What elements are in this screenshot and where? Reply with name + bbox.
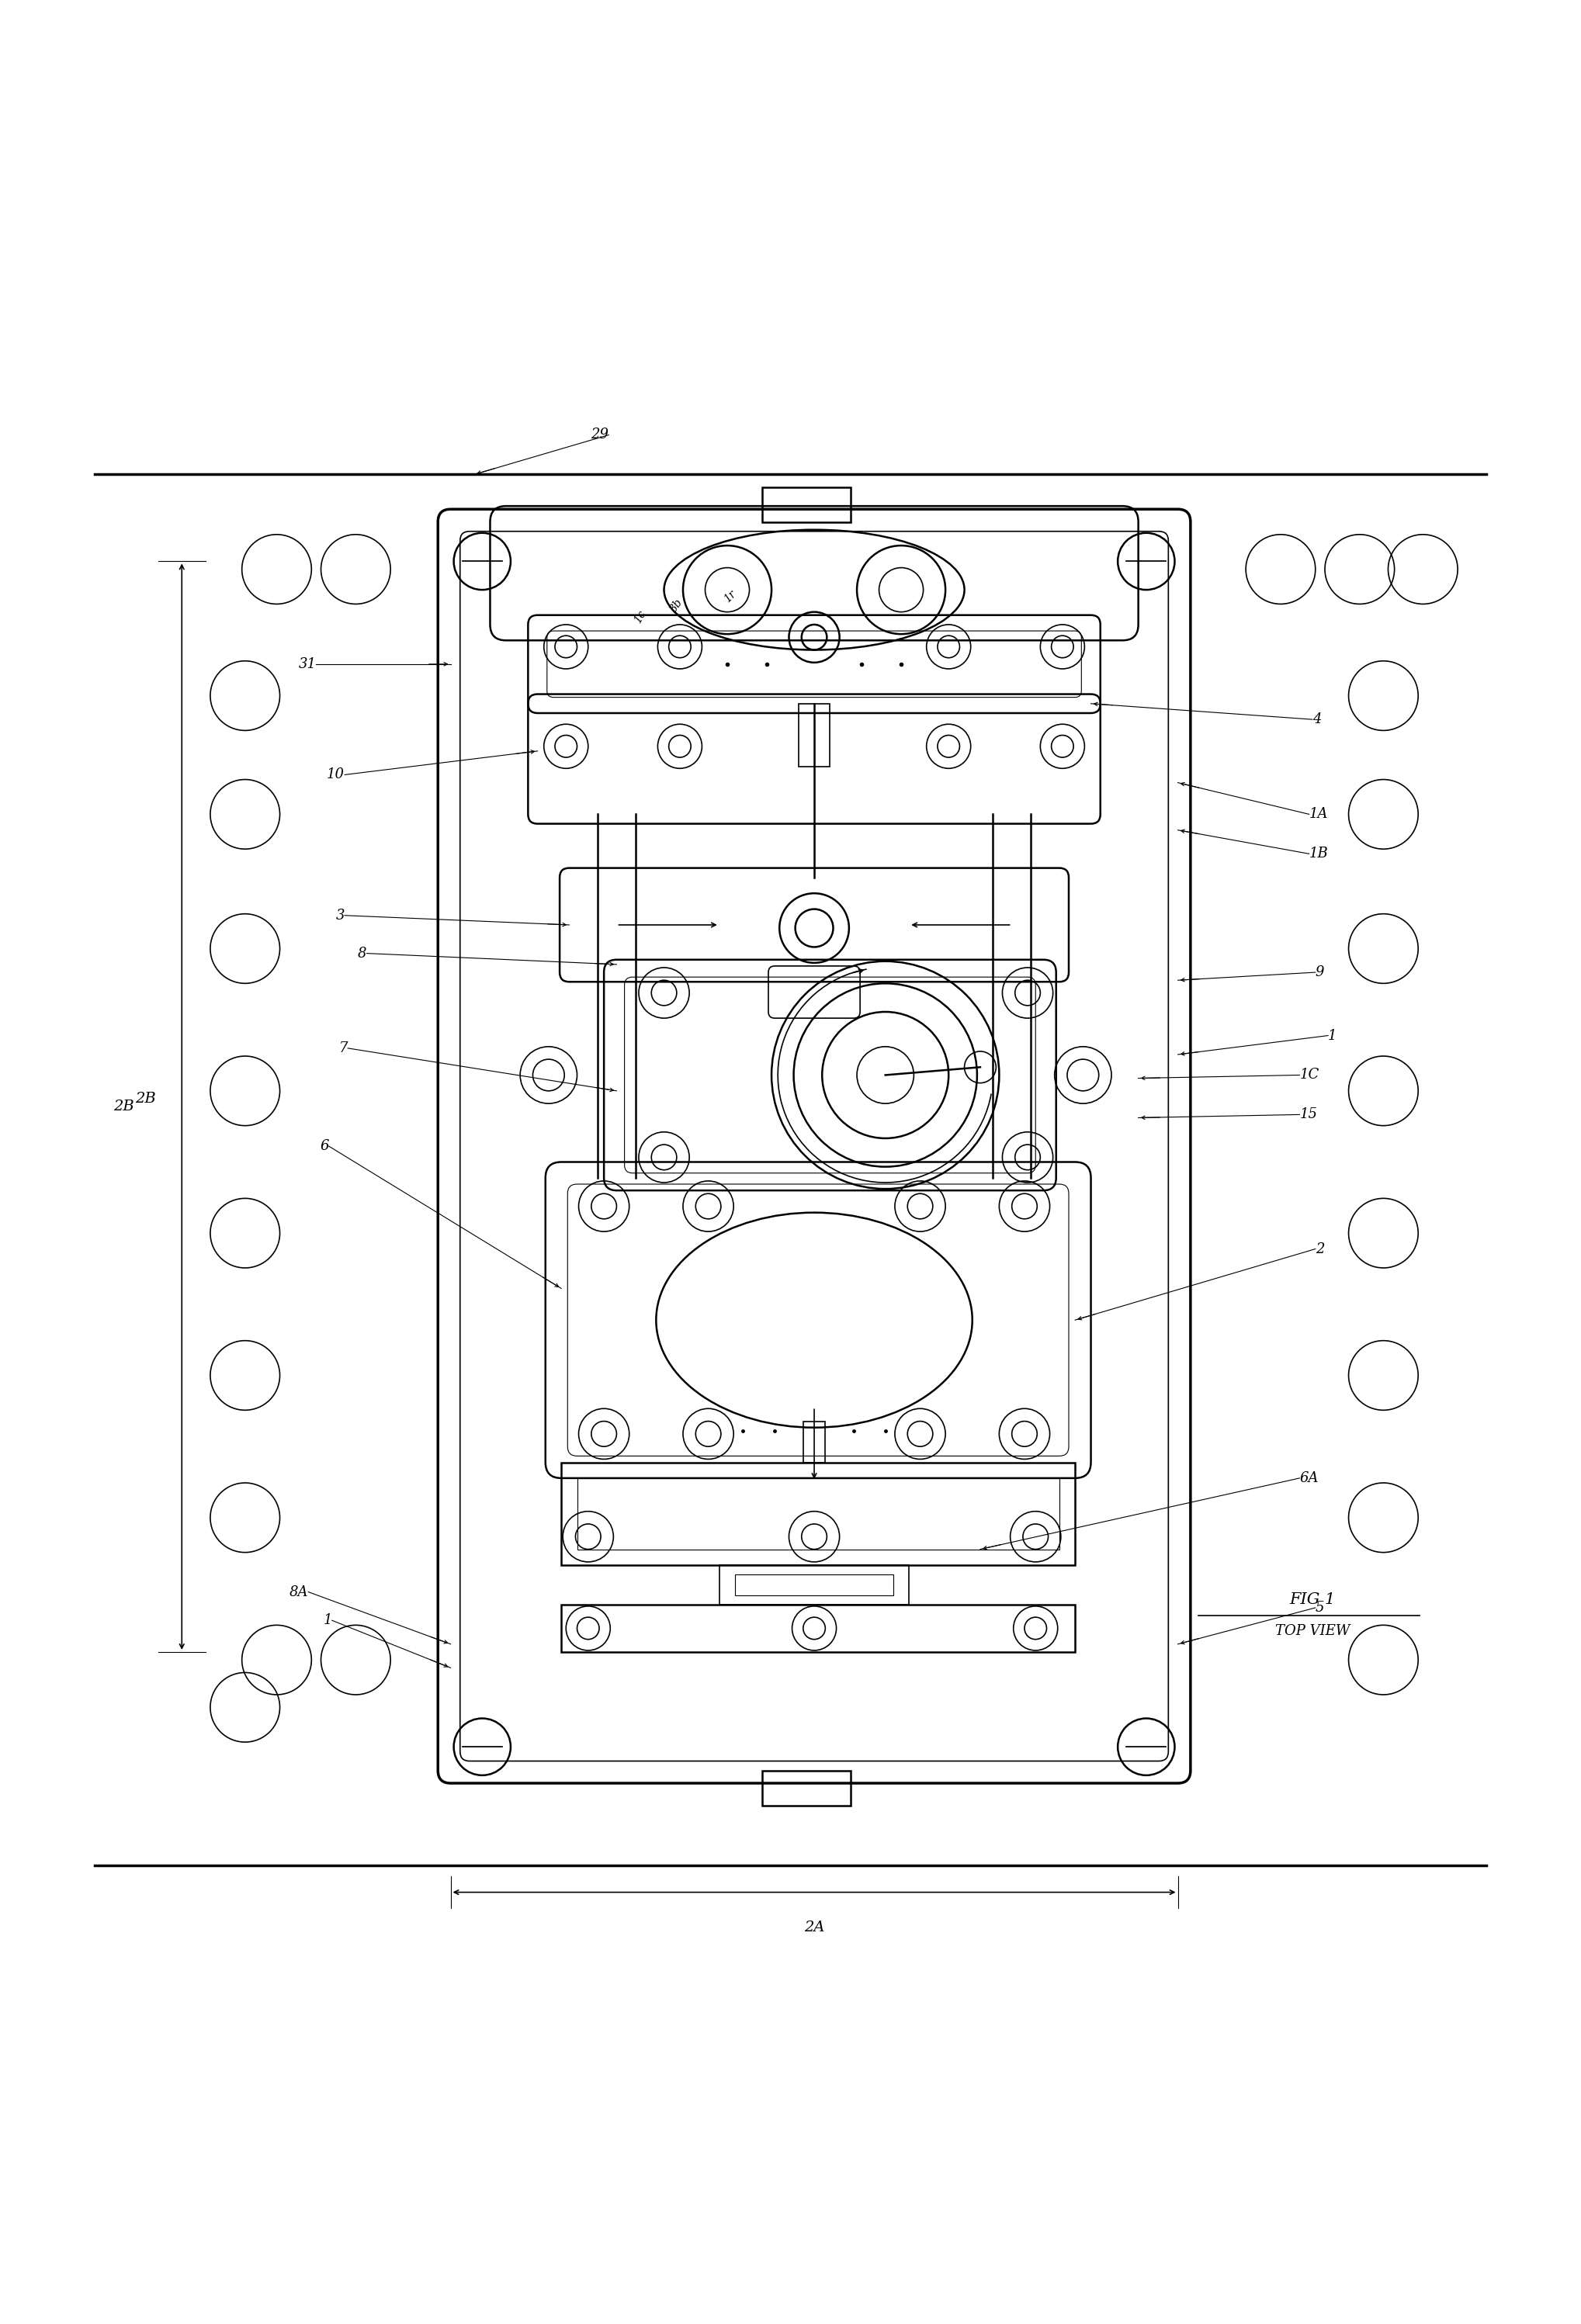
Text: 1B: 1B	[1309, 846, 1328, 860]
Text: 1: 1	[1328, 1030, 1338, 1043]
Text: 3b: 3b	[669, 597, 685, 614]
Bar	[762, 1771, 851, 1806]
Text: 29: 29	[591, 428, 609, 442]
Text: 6A: 6A	[1300, 1471, 1319, 1485]
Bar	[735, 1576, 893, 1594]
Text: 1: 1	[323, 1613, 332, 1627]
Bar	[719, 1564, 909, 1604]
Text: 3: 3	[335, 909, 345, 923]
Text: 10: 10	[327, 767, 345, 781]
Text: 8A: 8A	[289, 1585, 308, 1599]
Text: 2: 2	[1315, 1241, 1325, 1255]
Text: 2B: 2B	[134, 1092, 157, 1106]
Bar	[577, 1478, 1059, 1550]
Text: 4: 4	[1312, 713, 1322, 727]
Text: 9: 9	[1315, 964, 1325, 978]
Bar	[561, 1462, 1075, 1564]
Text: 2A: 2A	[803, 1920, 825, 1934]
Text: 2B: 2B	[114, 1099, 134, 1113]
Text: 31: 31	[299, 658, 316, 672]
Text: TOP VIEW: TOP VIEW	[1274, 1624, 1350, 1638]
Text: 1A: 1A	[1309, 806, 1328, 820]
Text: 1C: 1C	[1300, 1069, 1319, 1083]
Text: 15: 15	[1300, 1109, 1317, 1122]
Bar	[561, 1604, 1075, 1652]
Text: FIG 1: FIG 1	[1289, 1592, 1336, 1608]
Text: 1c: 1c	[632, 609, 648, 625]
Text: 8: 8	[357, 946, 367, 960]
Text: 1r: 1r	[723, 588, 738, 604]
Text: 7: 7	[338, 1041, 348, 1055]
Bar	[798, 704, 830, 767]
Bar	[803, 1422, 825, 1462]
Text: 5: 5	[1315, 1601, 1325, 1615]
Text: 6: 6	[319, 1139, 329, 1153]
Bar	[762, 488, 851, 523]
